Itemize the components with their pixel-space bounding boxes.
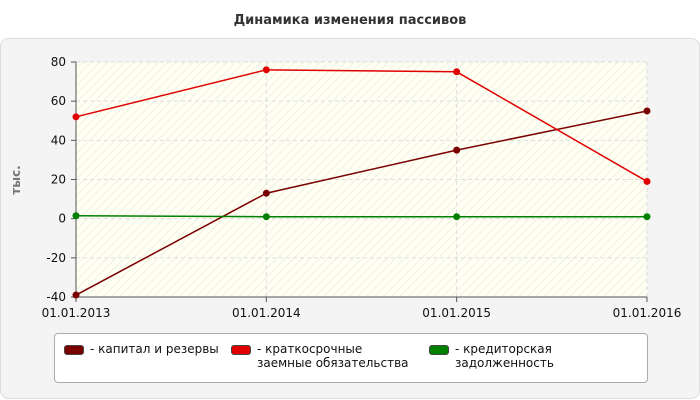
point xyxy=(72,212,80,220)
point xyxy=(72,113,80,121)
legend-swatch xyxy=(231,345,251,355)
point xyxy=(262,213,270,221)
legend-label: - кредиторская задолженность xyxy=(455,342,554,370)
point xyxy=(643,177,651,185)
point xyxy=(643,213,651,221)
y-tick-label: 40 xyxy=(51,133,66,147)
y-axis-label: тыс. xyxy=(9,165,23,194)
legend-label: - капитал и резервы xyxy=(90,342,219,356)
series-line xyxy=(75,110,648,296)
point xyxy=(453,213,461,221)
series-line xyxy=(75,69,648,183)
legend-swatch xyxy=(64,345,84,355)
y-tick-label: 0 xyxy=(58,212,66,226)
point xyxy=(643,107,651,115)
point xyxy=(72,291,80,299)
legend-item: - капитал и резервы xyxy=(64,342,224,356)
series-line xyxy=(75,214,647,218)
point xyxy=(262,66,270,74)
y-tick-label: 80 xyxy=(51,55,66,69)
x-tick-label: 01.01.2015 xyxy=(422,306,491,320)
y-tick-label: 20 xyxy=(51,173,66,187)
legend-item: - краткосрочные заемные обязательства xyxy=(231,342,411,370)
legend: - капитал и резервы - краткосрочные заемн… xyxy=(54,333,648,383)
y-tick-label: -20 xyxy=(46,251,66,265)
legend-swatch xyxy=(429,345,449,355)
point xyxy=(453,146,461,154)
point xyxy=(262,189,270,197)
legend-item: - кредиторская задолженность xyxy=(429,342,639,370)
x-tick-label: 01.01.2013 xyxy=(42,306,111,320)
y-tick-label: 60 xyxy=(51,94,66,108)
y-tick-label: -40 xyxy=(46,290,66,304)
chart-title: Динамика изменения пассивов xyxy=(234,13,467,28)
x-tick-label: 01.01.2014 xyxy=(232,306,301,320)
plot-area xyxy=(76,62,647,297)
point xyxy=(453,68,461,76)
x-tick-label: 01.01.2016 xyxy=(613,306,682,320)
legend-label: - краткосрочные заемные обязательства xyxy=(257,342,409,370)
